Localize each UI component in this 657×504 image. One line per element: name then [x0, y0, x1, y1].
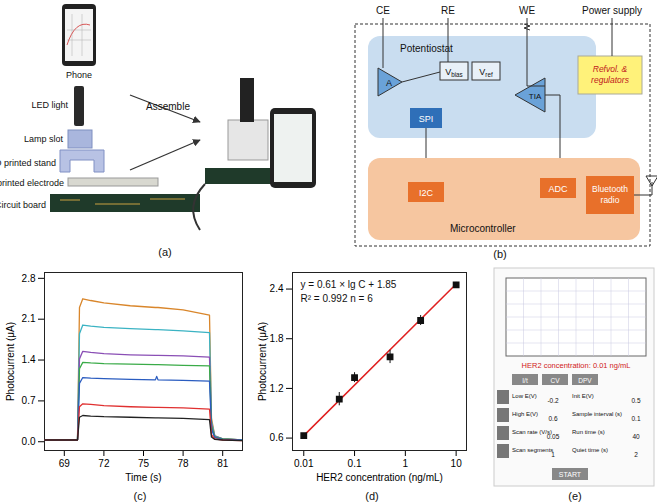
svg-text:0.7: 0.7: [22, 395, 36, 406]
svg-text:2.4: 2.4: [270, 283, 284, 294]
svg-text:CE: CE: [376, 5, 390, 16]
svg-text:(b): (b): [493, 248, 506, 260]
svg-text:Screen-printed electrode: Screen-printed electrode: [0, 178, 64, 188]
svg-text:40: 40: [632, 433, 640, 440]
svg-text:Power supply: Power supply: [582, 5, 642, 16]
svg-text:Time (s): Time (s): [125, 472, 161, 483]
svg-text:High E(V): High E(V): [512, 411, 538, 417]
svg-text:Low E(V): Low E(V): [512, 393, 537, 399]
svg-text:0.5: 0.5: [631, 397, 640, 404]
svg-text:1.4: 1.4: [22, 354, 36, 365]
svg-text:Bluetoothradio: Bluetoothradio: [592, 184, 628, 205]
svg-text:Run time (s): Run time (s): [572, 429, 605, 435]
svg-text:LED light: LED light: [31, 100, 68, 110]
svg-text:0.05: 0.05: [547, 433, 560, 440]
svg-text:HER2 concentration (ng/mL): HER2 concentration (ng/mL): [316, 472, 443, 483]
svg-text:Lamp slot: Lamp slot: [24, 134, 64, 144]
svg-text:Sample interval (s): Sample interval (s): [572, 411, 622, 417]
svg-text:75: 75: [138, 458, 150, 469]
svg-text:(a): (a): [158, 246, 171, 258]
svg-text:(e): (e): [568, 490, 581, 502]
svg-text:Microcontroller: Microcontroller: [450, 223, 516, 234]
svg-text:RE: RE: [441, 5, 455, 16]
svg-text:0.0: 0.0: [22, 436, 36, 447]
svg-text:3D printed stand: 3D printed stand: [0, 158, 56, 168]
svg-text:Quiet time (s): Quiet time (s): [572, 447, 608, 453]
svg-text:78: 78: [178, 458, 190, 469]
svg-text:TIA: TIA: [529, 92, 542, 101]
svg-text:START: START: [559, 471, 582, 478]
svg-text:2: 2: [634, 451, 638, 458]
svg-text:Circuit board: Circuit board: [0, 200, 46, 210]
svg-text:Assemble: Assemble: [146, 101, 190, 112]
svg-text:0.6: 0.6: [270, 432, 284, 443]
svg-text:WE: WE: [519, 5, 535, 16]
svg-text:DPV: DPV: [578, 377, 592, 384]
svg-text:SPI: SPI: [419, 114, 434, 124]
svg-text:1.8: 1.8: [270, 333, 284, 344]
svg-text:Refvol. &regulators: Refvol. &regulators: [591, 64, 630, 85]
svg-text:Phone: Phone: [66, 70, 92, 80]
svg-text:10: 10: [451, 458, 463, 469]
svg-text:(d): (d): [365, 490, 378, 502]
svg-text:(c): (c): [134, 490, 147, 502]
svg-text:0.1: 0.1: [348, 458, 362, 469]
svg-text:0.6: 0.6: [548, 415, 557, 422]
svg-text:A: A: [386, 78, 392, 88]
svg-text:Potentiostat: Potentiostat: [400, 43, 453, 54]
svg-text:72: 72: [98, 458, 110, 469]
svg-text:Vbias: Vbias: [445, 67, 463, 78]
svg-text:CV: CV: [550, 377, 560, 384]
svg-text:I2C: I2C: [419, 188, 434, 198]
svg-text:y = 0.61 × lg C + 1.85: y = 0.61 × lg C + 1.85: [301, 279, 397, 290]
svg-text:Scan rate (V/s): Scan rate (V/s): [512, 429, 552, 435]
svg-text:2.1: 2.1: [22, 313, 36, 324]
svg-text:Init E(V): Init E(V): [572, 393, 594, 399]
svg-text:ADC: ADC: [548, 184, 568, 194]
svg-text:I/t: I/t: [522, 377, 528, 384]
svg-text:2.8: 2.8: [22, 273, 36, 284]
svg-text:-0.2: -0.2: [547, 397, 559, 404]
svg-text:Photocurrent (μA): Photocurrent (μA): [257, 322, 268, 401]
svg-text:1: 1: [403, 458, 409, 469]
svg-text:0.1: 0.1: [631, 415, 640, 422]
svg-text:R² = 0.992 n = 6: R² = 0.992 n = 6: [301, 293, 374, 304]
svg-text:HER2 concentration: 0.01 ng/mL: HER2 concentration: 0.01 ng/mL: [522, 361, 631, 370]
svg-text:69: 69: [59, 458, 71, 469]
svg-text:1.2: 1.2: [270, 383, 284, 394]
svg-text:0.01: 0.01: [294, 458, 314, 469]
svg-text:Vref: Vref: [479, 67, 493, 78]
svg-text:81: 81: [217, 458, 229, 469]
svg-text:Photocurrent (μA): Photocurrent (μA): [5, 322, 16, 401]
svg-text:1: 1: [551, 451, 555, 458]
svg-text:Scan segments: Scan segments: [512, 447, 553, 453]
